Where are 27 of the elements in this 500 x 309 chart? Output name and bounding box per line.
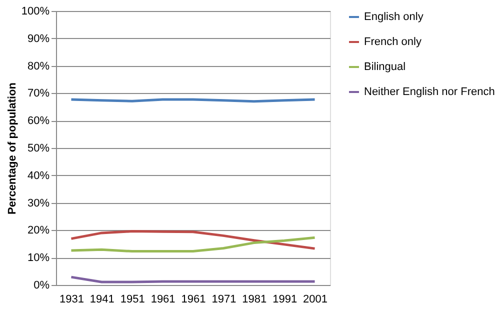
line-series: [70, 236, 316, 253]
y-axis-title: Percentage of population: [6, 82, 18, 215]
y-tick-label: 40%: [27, 170, 50, 182]
y-tick-label: 30%: [27, 197, 50, 210]
x-tick-label: 1931: [59, 294, 84, 306]
x-tick-label: 1961: [181, 294, 206, 306]
legend-label: English only: [364, 11, 424, 23]
legend-label: Bilingual: [364, 61, 406, 73]
y-tick-label: 0%: [34, 280, 50, 292]
y-tick-label: 50%: [27, 142, 50, 154]
x-tick-label: 1971: [212, 294, 236, 306]
x-tick-label: 1951: [120, 294, 145, 306]
x-tick-label: 1991: [272, 294, 298, 306]
y-tick-label: 10%: [27, 252, 50, 264]
y-tick-label: 60%: [27, 115, 50, 128]
y-tick-label: 20%: [27, 224, 50, 237]
legend-label: Neither English nor French: [364, 86, 495, 98]
x-tick-label: 1981: [242, 294, 267, 306]
y-tick-label: 70%: [27, 88, 50, 100]
x-tick-label: 2001: [303, 294, 328, 306]
y-tick-label: 80%: [27, 60, 50, 72]
x-tick-label: 1961: [150, 294, 176, 306]
y-tick-label: 90%: [27, 32, 50, 45]
x-tick-label: 1941: [90, 294, 114, 306]
legend-label: French only: [364, 36, 422, 48]
line-series: [70, 230, 316, 250]
y-tick-label: 100%: [21, 6, 50, 18]
